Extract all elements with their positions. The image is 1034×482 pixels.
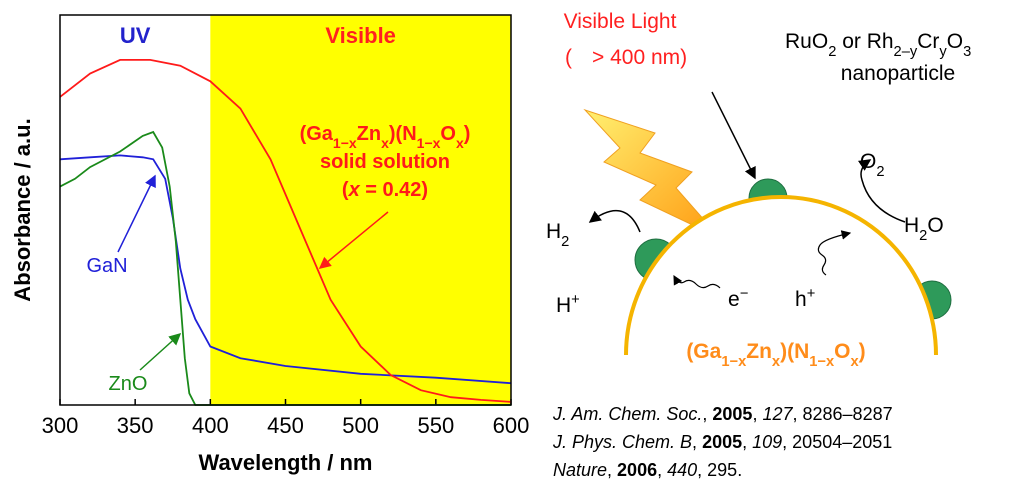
text-part: J. Phys. Chem. B — [552, 432, 692, 452]
series-annotation: solid solution — [320, 151, 450, 173]
text-part: + — [571, 292, 580, 308]
light-label: > 400 nm) — [592, 46, 687, 69]
x-tick-label: 400 — [192, 413, 229, 438]
text-part: , — [752, 404, 762, 424]
text-part: 2006 — [617, 460, 657, 480]
text-part: (Ga — [686, 340, 721, 363]
text-part: 2–y — [894, 44, 918, 60]
text-part: , — [692, 432, 702, 452]
text-part: x — [348, 179, 361, 201]
text-part: O — [927, 214, 943, 237]
text-part: 1−x — [333, 135, 357, 151]
species: H2O — [904, 214, 944, 244]
species: H2 — [546, 220, 569, 250]
x-tick-label: 550 — [417, 413, 454, 438]
text-part: )(N — [389, 123, 417, 145]
text-part: 2 — [828, 44, 836, 60]
text-part: (Ga — [300, 123, 334, 145]
text-part: 127 — [762, 404, 793, 424]
text-part: 2 — [561, 234, 569, 250]
reference: J. Phys. Chem. B, 2005, 109, 20504–2051 — [552, 432, 892, 452]
text-part: 440 — [667, 460, 697, 480]
text-part: = 0.42) — [360, 179, 428, 201]
text-part: J. Am. Chem. Soc. — [552, 404, 702, 424]
text-part: , 20504–2051 — [782, 432, 892, 452]
region — [60, 15, 210, 405]
text-part: 3 — [963, 44, 971, 60]
text-part: Cr — [917, 30, 939, 53]
plot: UV Visible 300 350 400 450 500 550 600 Wavelength… — [10, 15, 529, 475]
species: O2 — [860, 150, 885, 180]
text-part: h — [795, 288, 807, 311]
text-part: 1−x — [721, 354, 747, 370]
x-tick-label: 350 — [117, 413, 154, 438]
text-part: O — [947, 30, 963, 53]
diagram: Visible Light(> 400 nm)RuO2 or Rh2–yCryO… — [546, 10, 971, 370]
text-part: or Rh — [836, 30, 893, 53]
text-part: RuO — [785, 30, 828, 53]
x-tick-label: 500 — [342, 413, 379, 438]
text-part: 2005 — [702, 432, 742, 452]
text-part: , — [742, 432, 752, 452]
text-part: 2 — [919, 228, 927, 244]
cocatalyst-label: RuO2 or Rh2–yCryO3 — [785, 30, 971, 60]
text-part: 109 — [752, 432, 782, 452]
reference: J. Am. Chem. Soc., 2005, 127, 8286–8287 — [552, 404, 893, 424]
species: H+ — [556, 292, 580, 317]
text-part: , — [607, 460, 617, 480]
x-tick-label: 450 — [267, 413, 304, 438]
x-tick-label: 600 — [493, 413, 530, 438]
text-part: , — [702, 404, 712, 424]
text-part: H — [546, 220, 561, 243]
cocatalyst-label: nanoparticle — [841, 62, 955, 85]
text-part: + — [807, 286, 816, 302]
region-label: Visible — [325, 23, 396, 48]
text-part: H — [904, 214, 919, 237]
text-part: x — [456, 135, 464, 151]
text-part: ) — [859, 340, 866, 363]
text-part: x — [381, 135, 389, 151]
pointer-arrow — [712, 92, 755, 178]
text-part: Zn — [746, 340, 772, 363]
series-annotation: GaN — [86, 255, 127, 277]
text-part: )(N — [780, 340, 809, 363]
text-part: 1−x — [417, 135, 441, 151]
light-label: Visible Light — [564, 10, 677, 33]
light-label: ( — [565, 46, 572, 69]
text-part: , 8286–8287 — [793, 404, 893, 424]
semiconductor-fill — [626, 197, 936, 355]
x-tick-label: 300 — [42, 413, 79, 438]
text-part: O — [440, 123, 456, 145]
text-part: 2005 — [712, 404, 752, 424]
region-label: UV — [120, 23, 151, 48]
text-part: − — [740, 286, 749, 302]
text-part: e — [728, 288, 740, 311]
text-part: , 295. — [697, 460, 742, 480]
text-part: O — [860, 150, 876, 173]
text-part: H — [556, 294, 571, 317]
x-axis-label: Wavelength / nm — [199, 450, 373, 475]
text-part: , — [657, 460, 667, 480]
text-part: ) — [464, 123, 471, 145]
series-annotation: (x = 0.42) — [342, 179, 428, 201]
text-part: 1−x — [809, 354, 835, 370]
series-annotation: ZnO — [109, 373, 148, 395]
figure: UV Visible 300 350 400 450 500 550 600 Wavelength… — [0, 0, 1034, 482]
text-part: Nature — [553, 460, 607, 480]
text-part: Zn — [357, 123, 381, 145]
reaction-arrow — [590, 211, 640, 232]
y-axis-label: Absorbance / a.u. — [10, 118, 35, 301]
text-part: O — [834, 340, 850, 363]
text-part: 2 — [876, 164, 884, 180]
reference: Nature, 2006, 440, 295. — [553, 460, 742, 480]
